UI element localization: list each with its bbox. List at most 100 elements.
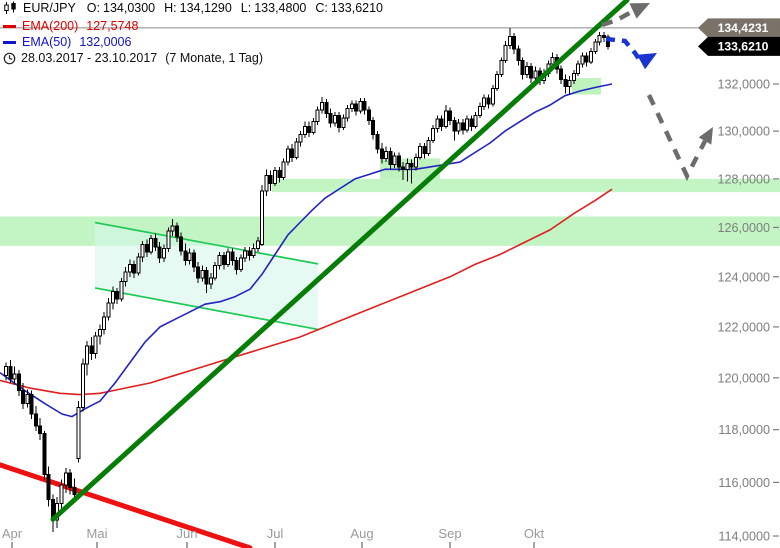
candle-up	[63, 472, 68, 486]
candle-up	[593, 41, 598, 52]
date-range: 28.03.2017 - 23.10.2017	[21, 51, 158, 65]
candle-down	[174, 225, 179, 238]
ema200-line-swatch	[3, 24, 16, 28]
candle-up	[59, 484, 64, 505]
candle-up	[443, 110, 448, 127]
ema50-line-swatch	[3, 40, 16, 44]
x-axis-label: Mai	[87, 526, 108, 541]
candle-up	[166, 230, 171, 249]
candle-up	[93, 335, 98, 355]
candle-down	[452, 119, 457, 132]
candle-down	[72, 487, 77, 495]
candle-down	[375, 134, 380, 150]
candle-up	[161, 247, 166, 259]
candle-up	[315, 109, 320, 123]
candle-down	[38, 425, 43, 435]
x-axis-label: Aug	[350, 526, 373, 541]
open-value: O: 134,0300	[86, 1, 156, 15]
candle-down	[469, 118, 474, 127]
candles	[4, 27, 611, 532]
candle-up	[418, 146, 423, 158]
candle-down	[354, 103, 359, 112]
bull-flag-channel-upper-line	[94, 221, 319, 265]
candle-down	[328, 112, 333, 124]
candle-down	[439, 118, 444, 127]
candle-down	[307, 125, 312, 133]
candle-up	[473, 115, 478, 127]
candle-up	[319, 102, 324, 111]
candle-down	[366, 109, 371, 121]
candle-up	[294, 141, 299, 158]
candle-up	[127, 263, 132, 273]
candle-down	[68, 472, 73, 489]
candle-down	[46, 473, 51, 501]
candle-up	[349, 103, 354, 110]
ema200-value: 127,5748	[86, 19, 139, 33]
candle-up	[149, 237, 154, 253]
y-axis-label: 114,0000	[718, 530, 770, 544]
candle-up	[477, 105, 482, 117]
candle-down	[601, 34, 606, 39]
candle-up	[456, 122, 461, 132]
candle-up	[431, 128, 435, 142]
candle-down	[221, 255, 226, 265]
pullback-bounce-arrow	[605, 36, 643, 64]
candle-down	[230, 251, 235, 262]
candle-down	[401, 166, 406, 170]
x-axis-label: Okt	[524, 526, 545, 541]
correction-projection-arrow-head	[698, 127, 713, 145]
candle-down	[584, 55, 589, 63]
candle-down	[448, 110, 453, 121]
candle-up	[213, 265, 218, 279]
ema50-label: EMA(50)	[22, 35, 72, 49]
candle-up	[524, 66, 529, 76]
low-value: L: 133,4800	[240, 1, 307, 15]
candle-down	[324, 102, 329, 114]
candle-up	[580, 55, 585, 65]
candle-up	[25, 394, 30, 405]
price-tag-last-text: 133,6210	[718, 40, 769, 54]
candle-down	[563, 78, 568, 87]
candle-down	[115, 291, 120, 300]
ema50-value: 132,0006	[79, 35, 132, 49]
resistance-zone-128	[272, 178, 780, 193]
x-axis-label: Jun	[177, 526, 198, 541]
candle-up	[465, 118, 470, 131]
candle-up	[12, 373, 17, 380]
candle-down	[388, 150, 393, 165]
candle-up	[260, 190, 265, 246]
candle-up	[136, 256, 141, 274]
candle-down	[512, 35, 517, 50]
trend-continuation-arrow	[601, 9, 635, 28]
candle-up	[208, 277, 213, 285]
candle-down	[529, 66, 534, 79]
y-axis-label: 132,0000	[717, 78, 770, 92]
candle-up	[311, 121, 316, 133]
clock-icon	[3, 52, 16, 64]
candle-up	[170, 225, 175, 232]
candle-down	[516, 48, 521, 62]
trend-continuation-arrow-head	[629, 3, 650, 19]
candle-down	[460, 122, 465, 131]
x-axis-label: Apr	[2, 526, 23, 541]
y-axis-label: 128,0000	[717, 172, 770, 186]
candle-up	[567, 79, 572, 87]
candle-down	[277, 169, 282, 179]
candle-up	[243, 250, 248, 259]
y-axis-label: 130,0000	[717, 125, 770, 139]
candle-down	[234, 260, 239, 270]
y-axis-label: 116,0000	[718, 476, 770, 490]
candle-down	[16, 373, 21, 392]
candle-down	[422, 146, 427, 155]
candle-up	[499, 60, 504, 76]
candle-down	[371, 119, 376, 136]
symbol-label: EUR/JPY	[23, 1, 76, 15]
candle-up	[226, 251, 231, 265]
date-range-row: 28.03.2017 - 23.10.2017 (7 Monate, 1 Tag…	[3, 51, 383, 65]
candle-up	[384, 150, 389, 159]
candle-up	[298, 134, 303, 143]
candle-up	[187, 252, 192, 262]
primary-uptrend-line	[50, 0, 630, 522]
